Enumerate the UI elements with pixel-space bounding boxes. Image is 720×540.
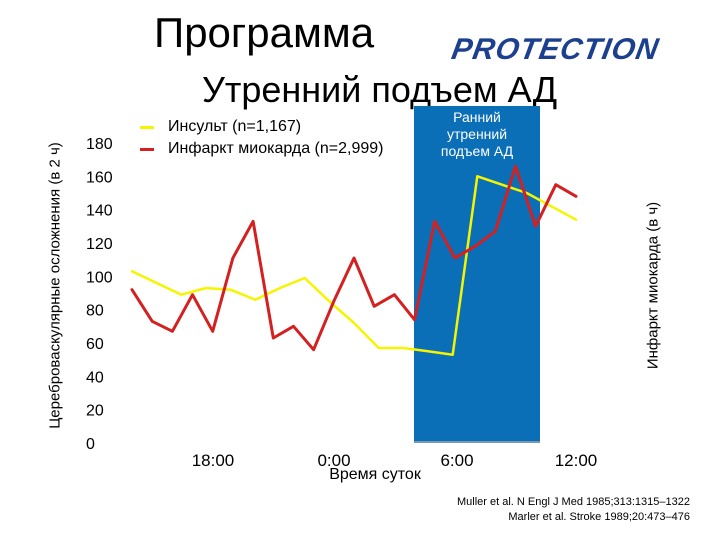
y-tick-label: 40 — [86, 369, 104, 386]
y-tick-label: 0 — [86, 436, 95, 453]
legend-swatch-stroke — [140, 126, 154, 129]
x-tick-label: 18:00 — [192, 451, 235, 470]
morning-surge-band — [414, 106, 540, 443]
x-tick-label: 12:00 — [555, 451, 598, 470]
y-axis-label-right: Инфаркт миокарда (в ч) — [644, 201, 662, 370]
series-line-stroke — [130, 175, 578, 356]
legend-swatch-mi — [140, 148, 154, 151]
y-tick-label: 160 — [86, 169, 113, 186]
y-tick-label: 120 — [86, 236, 113, 253]
y-tick-label: 100 — [86, 269, 113, 286]
band-label-line: Ранний — [453, 109, 501, 125]
slide-subtitle: Утренний подъем АД — [202, 69, 558, 110]
x-axis-label: Время суток — [329, 466, 421, 483]
y-tick-label: 180 — [86, 136, 113, 153]
citation-muller: Muller et al. N Engl J Med 1985;313:1315… — [457, 496, 690, 508]
band-label-line: утренний — [447, 126, 507, 142]
citation-marler: Marler et al. Stroke 1989;20:473–476 — [508, 511, 690, 523]
legend-label-stroke: Инсульт (n=1,167) — [168, 118, 302, 135]
y-tick-label: 140 — [86, 203, 113, 220]
y-tick-label: 20 — [86, 403, 104, 420]
slide-title: Программа — [154, 9, 375, 56]
x-tick-label: 0:00 — [317, 451, 350, 470]
legend-label-mi: Инфаркт миокарда (n=2,999) — [168, 140, 384, 157]
y-axis-label-left: Цереброваскулярные осложнения (в 2 ч) — [46, 142, 64, 429]
y-tick-label: 60 — [86, 336, 104, 353]
series-line-mi — [130, 164, 578, 352]
x-tick-label: 6:00 — [440, 451, 473, 470]
band-label-line: подъем АД — [441, 143, 514, 159]
y-tick-label: 80 — [86, 303, 104, 320]
